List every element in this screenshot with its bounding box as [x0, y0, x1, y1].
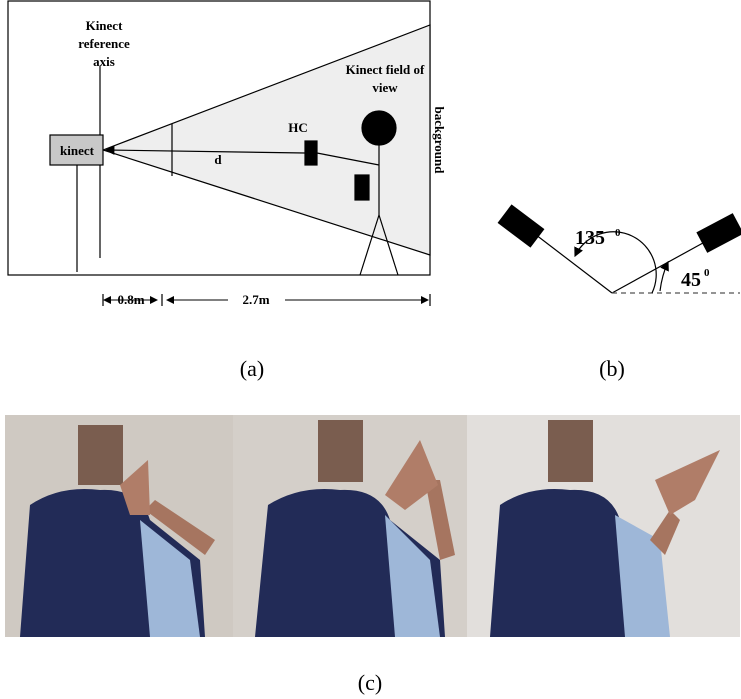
angle-unit: 0 — [615, 227, 621, 239]
label: HC — [288, 120, 308, 135]
hand — [305, 141, 317, 165]
label: 2.7m — [242, 292, 269, 307]
other-hand — [355, 175, 369, 200]
label: reference — [78, 36, 130, 51]
label: axis — [93, 54, 115, 69]
caption: (a) — [240, 356, 264, 381]
device — [498, 205, 543, 247]
label: kinect — [60, 143, 95, 158]
photo — [5, 415, 233, 637]
label: view — [372, 80, 398, 95]
photos — [5, 415, 740, 637]
angle: 135 — [575, 227, 605, 249]
label: 0.8m — [117, 292, 144, 307]
label: Kinect — [86, 18, 123, 33]
figure: Kinect reference axis kinect d HC Kinect… — [0, 0, 741, 699]
panel-b — [498, 205, 741, 293]
photo — [233, 415, 467, 637]
angle-unit: 0 — [704, 267, 710, 279]
head — [362, 111, 396, 145]
photo — [467, 415, 740, 637]
label: d — [214, 152, 222, 167]
label: background — [432, 107, 447, 175]
label: Kinect field of — [346, 62, 425, 77]
caption: (b) — [599, 356, 625, 381]
device — [697, 214, 741, 252]
caption: (c) — [358, 670, 382, 695]
angle: 45 — [681, 269, 701, 291]
